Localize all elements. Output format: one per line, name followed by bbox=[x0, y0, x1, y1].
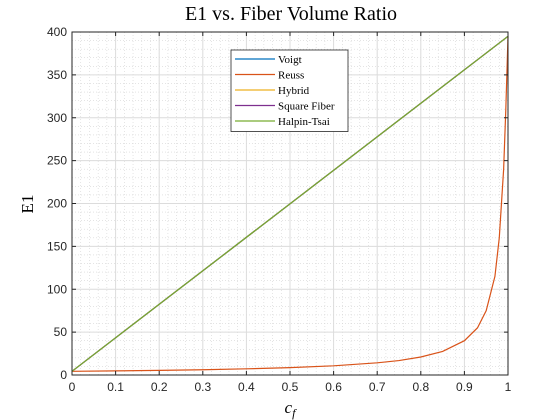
x-tick-label: 0.8 bbox=[412, 380, 429, 394]
x-axis-label-sub: f bbox=[292, 406, 297, 420]
series-line-halpin-tsai bbox=[71, 35, 509, 372]
x-tick-label: 0.4 bbox=[238, 380, 255, 394]
x-tick-label: 0.9 bbox=[456, 380, 473, 394]
legend-box bbox=[230, 49, 349, 132]
y-tick-label: 400 bbox=[47, 25, 67, 39]
y-tick-label: 150 bbox=[47, 239, 67, 253]
x-axis-label: cf bbox=[285, 398, 298, 420]
legend-label-reuss: Reuss bbox=[278, 70, 304, 82]
x-axis-label-main: c bbox=[285, 398, 293, 417]
x-tick-label: 0.5 bbox=[282, 380, 299, 394]
x-tick-label: 0.1 bbox=[107, 380, 124, 394]
legend-label-voigt: Voigt bbox=[278, 54, 302, 66]
y-tick-label: 200 bbox=[47, 197, 67, 211]
y-ticks: 0 50 100 150 200 250 300 350 400 bbox=[47, 25, 508, 382]
legend-label-halpin-tsai: Halpin-Tsai bbox=[278, 116, 330, 128]
x-tick-label: 0.6 bbox=[325, 380, 342, 394]
x-tick-label: 1 bbox=[505, 380, 512, 394]
y-tick-label: 250 bbox=[47, 154, 67, 168]
series-lines bbox=[71, 35, 509, 372]
x-ticks: 0 0.1 0.2 0.3 0.4 0.5 0.6 0.7 0.8 0.9 1 bbox=[69, 32, 512, 394]
series-line-reuss bbox=[71, 36, 509, 372]
y-tick-label: 50 bbox=[54, 325, 68, 339]
x-tick-label: 0.3 bbox=[194, 380, 211, 394]
legend: Voigt Reuss Hybrid Square Fiber Halpin-Tsai bbox=[230, 49, 349, 132]
y-tick-label: 0 bbox=[60, 368, 67, 382]
legend-label-hybrid: Hybrid bbox=[278, 85, 310, 97]
y-tick-label: 350 bbox=[47, 68, 67, 82]
x-tick-label: 0.7 bbox=[369, 380, 386, 394]
y-tick-label: 300 bbox=[47, 111, 67, 125]
y-axis-label: E1 bbox=[18, 195, 37, 214]
x-tick-label: 0 bbox=[69, 380, 76, 394]
x-tick-label: 0.2 bbox=[151, 380, 168, 394]
chart-title: E1 vs. Fiber Volume Ratio bbox=[185, 3, 397, 25]
legend-label-square-fiber: Square Fiber bbox=[278, 101, 335, 113]
y-tick-label: 100 bbox=[47, 282, 67, 296]
